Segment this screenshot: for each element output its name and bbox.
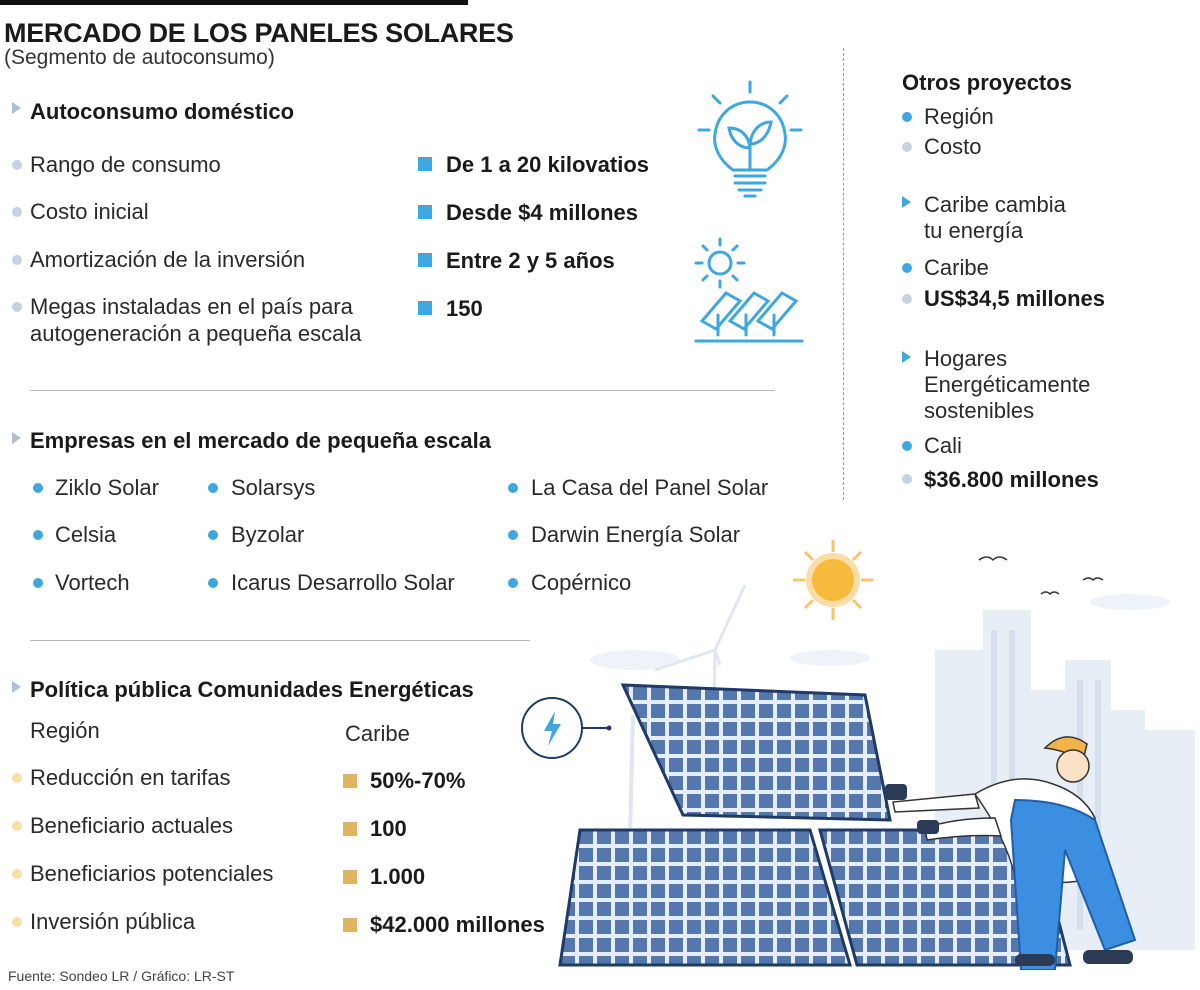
autoconsumo-value-1: De 1 a 20 kilovatios — [446, 152, 649, 177]
bullet-icon — [12, 255, 22, 265]
section-marker-icon — [12, 681, 21, 693]
politica-col-value: Caribe — [345, 721, 410, 746]
bullet-icon — [12, 917, 22, 927]
value-marker-icon — [343, 822, 357, 836]
vertical-divider — [843, 48, 844, 500]
autoconsumo-heading: Autoconsumo doméstico — [30, 99, 295, 124]
legend-cost-icon — [902, 142, 912, 152]
section-marker-icon — [12, 102, 21, 114]
bullet-icon — [208, 578, 218, 588]
project-marker-icon — [902, 196, 911, 208]
bullet-icon — [12, 773, 22, 783]
bullet-icon — [12, 821, 22, 831]
bullet-icon — [33, 530, 43, 540]
company-name: Copérnico — [531, 570, 632, 595]
autoconsumo-label-4b: autogeneración a pequeña escala — [30, 321, 362, 346]
project-name: Energéticamente — [924, 372, 1091, 397]
section-divider — [30, 390, 775, 391]
project-name: sostenibles — [924, 398, 1035, 423]
company-name: Darwin Energía Solar — [531, 522, 741, 547]
company-name: Byzolar — [231, 522, 305, 547]
bullet-icon — [508, 578, 518, 588]
lightning-icon — [521, 697, 612, 759]
autoconsumo-value-4: 150 — [446, 296, 483, 321]
value-marker-icon — [418, 253, 432, 267]
project-name: tu energía — [924, 218, 1024, 243]
value-marker-icon — [418, 205, 432, 219]
section-marker-icon — [12, 432, 21, 444]
page-subtitle: (Segmento de autoconsumo) — [4, 46, 275, 69]
legend-region: Región — [924, 104, 994, 129]
politica-label-2: Beneficiario actuales — [30, 813, 234, 838]
lightbulb-leaf-icon — [697, 80, 803, 198]
politica-col-label: Región — [30, 718, 100, 743]
project-region: Caribe — [924, 255, 989, 280]
company-name: Icarus Desarrollo Solar — [231, 570, 455, 595]
autoconsumo-label-4a: Megas instaladas en el país para — [30, 294, 353, 319]
value-marker-icon — [418, 157, 432, 171]
project-cost: US$34,5 millones — [924, 286, 1105, 311]
project-cost: $36.800 millones — [924, 467, 1099, 492]
autoconsumo-label-1: Rango de consumo — [30, 152, 221, 177]
bullet-icon — [12, 160, 22, 170]
bullet-icon — [902, 474, 912, 484]
bullet-icon — [12, 869, 22, 879]
bullet-icon — [508, 530, 518, 540]
empresas-heading: Empresas en el mercado de pequeña escala — [30, 428, 492, 453]
value-marker-icon — [418, 301, 432, 315]
company-name: La Casa del Panel Solar — [531, 475, 769, 500]
otros-heading: Otros proyectos — [902, 70, 1072, 95]
autoconsumo-label-2: Costo inicial — [30, 199, 149, 224]
politica-label-1: Reducción en tarifas — [30, 765, 231, 790]
politica-value-2: 100 — [370, 816, 407, 841]
bullet-icon — [12, 207, 22, 217]
project-marker-icon — [902, 351, 911, 363]
company-name: Ziklo Solar — [55, 475, 159, 500]
politica-value-1: 50%-70% — [370, 768, 466, 793]
legend-region-icon — [902, 112, 912, 122]
bullet-icon — [902, 294, 912, 304]
autoconsumo-label-3: Amortización de la inversión — [30, 247, 306, 272]
bullet-icon — [208, 530, 218, 540]
value-marker-icon — [343, 918, 357, 932]
politica-heading: Política pública Comunidades Energéticas — [30, 677, 474, 702]
autoconsumo-value-3: Entre 2 y 5 años — [446, 248, 615, 273]
project-name: Hogares — [924, 346, 1008, 371]
bullet-icon — [902, 441, 912, 451]
solar-installer-illustration — [558, 540, 1195, 970]
value-marker-icon — [343, 774, 357, 788]
project-name: Caribe cambia — [924, 192, 1066, 217]
politica-label-4: Inversión pública — [30, 909, 196, 934]
bullet-icon — [508, 483, 518, 493]
top-rule — [0, 0, 468, 5]
bullet-icon — [33, 578, 43, 588]
bullet-icon — [33, 483, 43, 493]
company-name: Solarsys — [231, 475, 316, 500]
politica-value-4: $42.000 millones — [370, 912, 545, 937]
company-name: Celsia — [55, 522, 117, 547]
autoconsumo-value-2: Desde $4 millones — [446, 200, 638, 225]
company-name: Vortech — [55, 570, 130, 595]
bullet-icon — [902, 263, 912, 273]
politica-value-3: 1.000 — [370, 864, 426, 889]
bullet-icon — [208, 483, 218, 493]
section-divider — [30, 640, 530, 641]
page-title: MERCADO DE LOS PANELES SOLARES — [4, 18, 514, 48]
value-marker-icon — [343, 870, 357, 884]
legend-cost: Costo — [924, 134, 982, 159]
project-region: Cali — [924, 433, 962, 458]
solar-panels-icon — [694, 237, 804, 343]
source-note: Fuente: Sondeo LR / Gráfico: LR-ST — [8, 968, 235, 984]
bullet-icon — [12, 302, 22, 312]
politica-label-3: Beneficiarios potenciales — [30, 861, 274, 886]
